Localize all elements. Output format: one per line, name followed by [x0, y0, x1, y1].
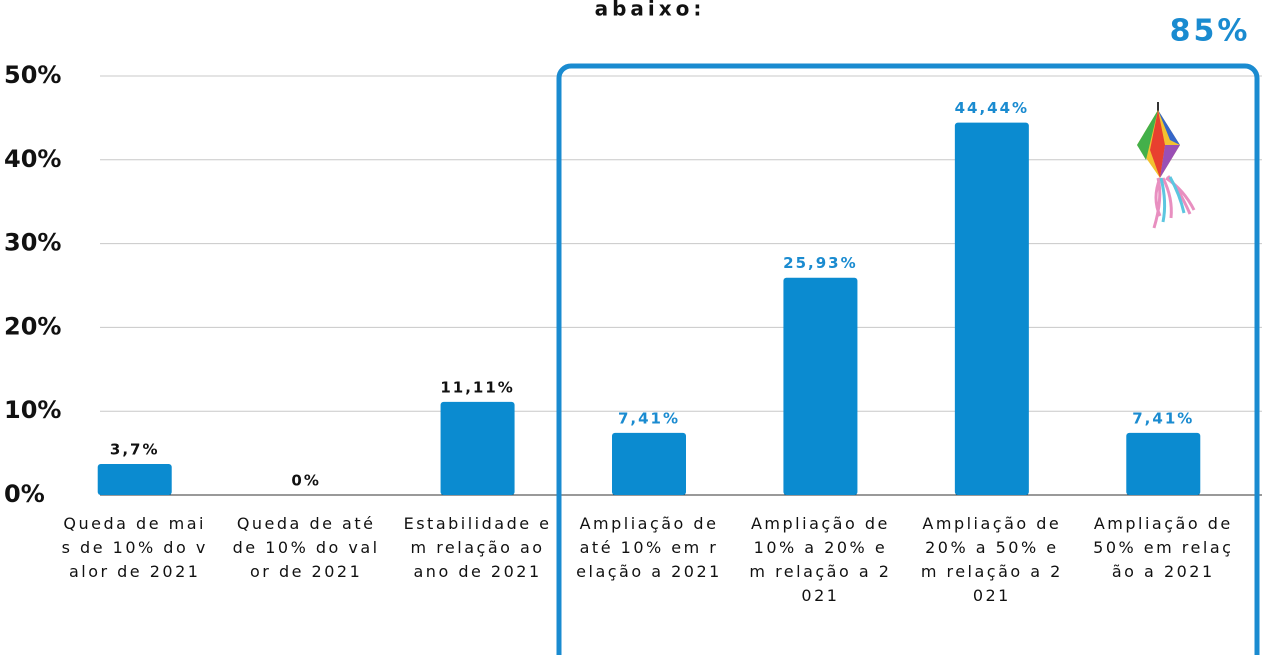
bar	[954, 122, 1029, 495]
bar	[440, 401, 515, 495]
bar	[783, 277, 858, 495]
value-label: 25,93%	[783, 254, 857, 272]
value-label: 11,11%	[440, 378, 514, 396]
value-label: 7,41%	[618, 409, 680, 427]
y-tick-label: 40%	[4, 145, 61, 173]
y-tick-label: 30%	[4, 229, 61, 257]
x-tick-label: Queda de mais de 10% do valor de 2021	[61, 514, 208, 581]
annotation: 85%	[1170, 14, 1251, 49]
x-tick-label: Ampliação de 20% a 50% em relação a 2021	[920, 514, 1063, 605]
value-label: 7,41%	[1132, 409, 1194, 427]
x-tick-label: Ampliação de 10% a 20% em relação a 2021	[749, 514, 892, 605]
y-tick-label: 10%	[4, 396, 61, 424]
x-tick-label: Queda de até de 10% do valor de 2021	[232, 514, 380, 581]
bar	[1126, 432, 1201, 495]
bar	[612, 432, 686, 495]
y-tick-label: 0%	[4, 480, 45, 508]
chart-title: abaixo:	[595, 0, 706, 21]
highlight-box	[556, 63, 1260, 655]
value-label: 44,44%	[955, 99, 1029, 117]
y-tick-label: 20%	[4, 312, 61, 340]
x-tick-label: Ampliação de 50% em relação a 2021	[1093, 514, 1234, 581]
value-label: 0%	[291, 472, 320, 490]
bar	[97, 463, 172, 495]
value-label: 3,7%	[110, 440, 160, 458]
y-tick-label: 50%	[4, 61, 61, 89]
lantern-icon	[1137, 102, 1196, 229]
x-tick-label: Estabilidade em relação ao ano de 2021	[403, 514, 552, 581]
x-tick-label: Ampliação de até 10% em relação a 2021	[576, 514, 722, 581]
